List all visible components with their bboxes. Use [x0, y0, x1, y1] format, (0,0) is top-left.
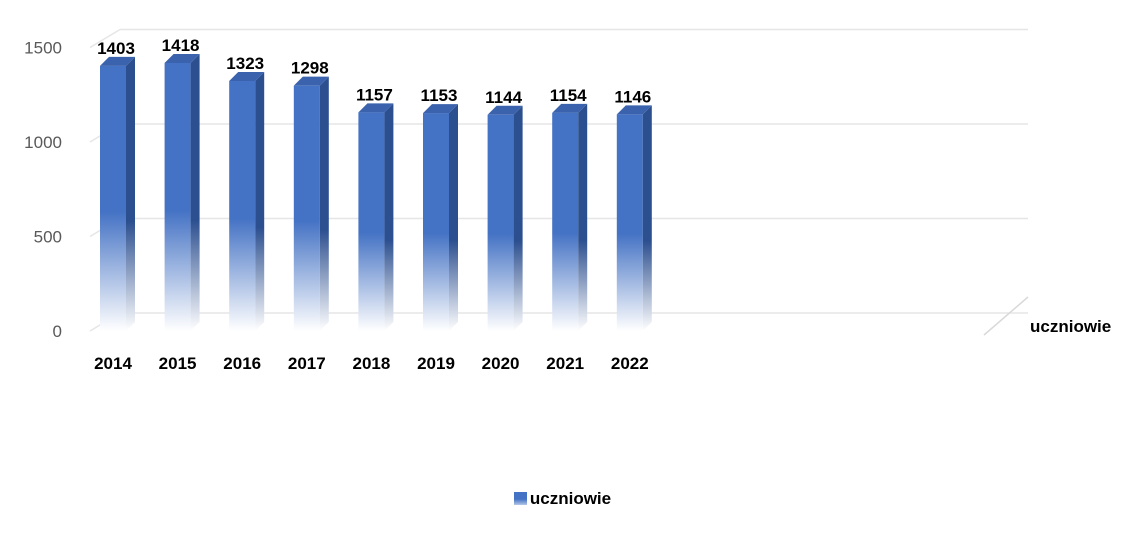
bar: 1153: [421, 86, 458, 331]
bar: 1154: [550, 86, 588, 331]
bar-top: [358, 103, 394, 113]
bar-front: [293, 85, 320, 331]
x-tick-label: 2017: [288, 354, 326, 373]
y-axis-ticks: 0 500 1000 1500: [24, 39, 62, 342]
bar-front: [164, 62, 191, 332]
data-label: 1298: [291, 59, 329, 78]
y-tick-label: 0: [53, 322, 62, 341]
bar-top: [229, 71, 265, 81]
depth-axis-label: uczniowie: [1030, 317, 1111, 336]
x-tick-label: 2020: [482, 354, 520, 373]
data-label: 1153: [421, 86, 458, 105]
bar-side: [578, 103, 588, 331]
bar-top: [487, 105, 523, 115]
bar-front: [423, 113, 449, 331]
data-label: 1323: [226, 54, 264, 73]
data-label: 1157: [356, 85, 393, 104]
data-label: 1418: [162, 36, 200, 55]
bar-side: [642, 105, 652, 331]
bar: 1146: [614, 87, 652, 331]
bar: 1323: [226, 54, 265, 331]
bar-top: [423, 104, 458, 114]
y-tick-label: 500: [34, 228, 62, 247]
bar-front: [487, 114, 514, 331]
data-label: 1146: [614, 87, 651, 106]
bar: 1157: [356, 85, 394, 332]
bar-front: [358, 112, 385, 332]
bar: 1144: [485, 88, 523, 331]
bar-front: [616, 114, 643, 331]
x-tick-label: 2019: [417, 354, 455, 373]
bar: 1298: [291, 59, 329, 331]
bar-top: [293, 76, 329, 86]
x-tick-label: 2018: [352, 354, 390, 373]
x-tick-label: 2021: [546, 354, 584, 373]
bar-front: [229, 80, 256, 331]
bars: 1403 1418 1323 1298 1157 1153 1144 1154 1146: [97, 36, 652, 332]
bar-side: [513, 105, 523, 331]
bar-side: [255, 71, 265, 331]
data-label: 1403: [97, 39, 135, 58]
bar-side: [190, 53, 200, 332]
x-axis-ticks: 2014 2015 2016 2017 2018 2019 2020 2021 2022: [94, 354, 649, 373]
bar-side: [449, 104, 458, 331]
x-tick-label: 2015: [159, 354, 197, 373]
legend-swatch: [513, 492, 527, 505]
bar-top: [100, 56, 135, 66]
y-tick-label: 1500: [24, 39, 62, 58]
bar-side: [319, 76, 329, 331]
x-tick-label: 2016: [223, 354, 261, 373]
bar: 1403: [97, 39, 135, 331]
bar-front: [552, 112, 579, 331]
gridline-depth: [89, 28, 121, 49]
y-tick-label: 1000: [24, 133, 62, 152]
data-label: 1154: [550, 86, 587, 105]
legend-label: uczniowie: [529, 489, 612, 508]
bar-top: [164, 53, 200, 63]
legend: uczniowie: [0, 489, 1125, 509]
bar-top: [616, 105, 652, 115]
bar-top: [552, 103, 588, 113]
bar-side: [126, 56, 135, 331]
x-tick-label: 2022: [611, 354, 649, 373]
data-label: 1144: [485, 88, 522, 107]
bar-front: [100, 65, 126, 331]
depth-axis-line: [983, 296, 1029, 336]
bar-side: [384, 103, 394, 332]
x-tick-label: 2014: [94, 354, 132, 373]
bar: 1418: [162, 36, 200, 332]
